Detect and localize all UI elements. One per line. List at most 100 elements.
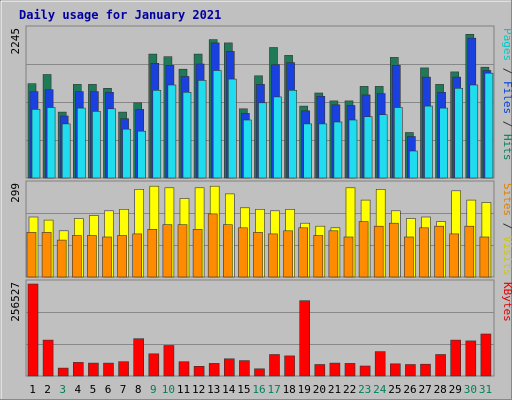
bar-pages-day-4 bbox=[77, 107, 86, 179]
x-tick-label-day-26: 26 bbox=[403, 383, 416, 396]
bar-pages-day-9 bbox=[152, 90, 162, 179]
panel-kbytes-legend: KBytes bbox=[501, 282, 512, 322]
bar-sites-day-4 bbox=[72, 235, 82, 278]
bar-pages-day-24 bbox=[378, 114, 388, 179]
bar-kbytes-day-10 bbox=[163, 345, 175, 377]
bar-pages-day-5 bbox=[92, 111, 101, 179]
bar-kbytes-day-1 bbox=[27, 283, 39, 377]
bar-pages-day-29 bbox=[454, 88, 464, 179]
bar-sites-day-29 bbox=[449, 233, 460, 278]
bar-pages-day-22 bbox=[348, 119, 358, 179]
x-tick-label-day-30: 30 bbox=[464, 383, 477, 396]
bar-sites-day-7 bbox=[117, 235, 127, 278]
bar-sites-day-27 bbox=[419, 227, 429, 278]
bar-sites-day-12 bbox=[192, 229, 203, 278]
bar-kbytes-day-23 bbox=[359, 365, 371, 377]
legend-entry: Files bbox=[501, 81, 512, 114]
x-tick-label-day-11: 11 bbox=[177, 383, 190, 396]
bar-pages-day-6 bbox=[107, 108, 116, 179]
bar-kbytes-day-13 bbox=[208, 363, 220, 377]
bar-kbytes-day-7 bbox=[118, 361, 129, 377]
bar-pages-day-19 bbox=[303, 123, 313, 179]
panel-visits-max-label: 299 bbox=[9, 183, 22, 203]
bar-kbytes-day-3 bbox=[57, 367, 69, 377]
bar-kbytes-day-19 bbox=[299, 300, 311, 377]
legend-entry: Visits bbox=[501, 236, 512, 276]
x-tick-label-day-3: 3 bbox=[59, 383, 66, 396]
bar-kbytes-day-28 bbox=[435, 354, 446, 377]
x-tick-label-day-19: 19 bbox=[298, 383, 311, 396]
bar-kbytes-day-24 bbox=[374, 351, 386, 377]
bar-kbytes-day-25 bbox=[389, 363, 401, 377]
bar-sites-day-14 bbox=[223, 224, 233, 278]
bar-sites-day-10 bbox=[162, 224, 173, 278]
bar-pages-day-25 bbox=[393, 107, 403, 179]
legend-entry: / bbox=[501, 114, 512, 134]
bar-kbytes-day-14 bbox=[224, 358, 235, 377]
x-tick-label-day-29: 29 bbox=[449, 383, 462, 396]
bar-pages-day-8 bbox=[137, 130, 146, 179]
bar-pages-day-31 bbox=[484, 72, 494, 179]
bar-sites-day-30 bbox=[464, 225, 475, 278]
bar-pages-day-27 bbox=[424, 105, 433, 179]
x-tick-label-day-27: 27 bbox=[418, 383, 431, 396]
bar-pages-day-20 bbox=[318, 123, 328, 179]
panel-kbytes: 256527 KBytes bbox=[9, 279, 512, 377]
bar-pages-day-23 bbox=[363, 116, 373, 179]
bar-kbytes-day-27 bbox=[420, 363, 431, 377]
bar-sites-day-31 bbox=[479, 236, 490, 278]
bar-sites-day-22 bbox=[343, 236, 354, 278]
series-sites bbox=[26, 213, 490, 278]
bar-sites-day-2 bbox=[41, 232, 52, 278]
x-tick-label-day-7: 7 bbox=[120, 383, 127, 396]
legend-entry: Pages bbox=[501, 28, 512, 61]
x-tick-label-day-23: 23 bbox=[358, 383, 371, 396]
bar-sites-day-26 bbox=[404, 236, 414, 278]
bar-pages-day-13 bbox=[212, 70, 222, 179]
bar-pages-day-1 bbox=[31, 109, 41, 179]
bar-sites-day-8 bbox=[132, 233, 142, 278]
bar-kbytes-day-16 bbox=[254, 368, 265, 377]
bar-kbytes-day-29 bbox=[450, 339, 462, 377]
bar-sites-day-21 bbox=[328, 230, 339, 278]
x-tick-label-day-18: 18 bbox=[283, 383, 296, 396]
bar-pages-day-7 bbox=[122, 128, 131, 179]
bar-sites-day-1 bbox=[26, 232, 37, 278]
legend-entry: Hits bbox=[501, 134, 512, 161]
bar-sites-day-25 bbox=[388, 222, 399, 278]
bar-pages-day-21 bbox=[333, 121, 343, 179]
x-tick-label-day-6: 6 bbox=[105, 383, 112, 396]
bar-pages-day-17 bbox=[273, 96, 282, 179]
bar-sites-day-18 bbox=[283, 230, 293, 278]
bar-kbytes-day-8 bbox=[133, 338, 144, 377]
bar-pages-day-16 bbox=[258, 102, 267, 179]
x-tick-label-day-1: 1 bbox=[29, 383, 36, 396]
x-tick-label-day-9: 9 bbox=[150, 383, 157, 396]
bar-pages-day-10 bbox=[167, 84, 177, 179]
series-kbytes bbox=[27, 283, 492, 377]
bar-kbytes-day-2 bbox=[42, 339, 54, 377]
x-tick-label-day-2: 2 bbox=[44, 383, 51, 396]
legend-entry: / bbox=[501, 61, 512, 81]
bar-sites-day-13 bbox=[207, 213, 218, 278]
x-tick-label-day-24: 24 bbox=[373, 383, 387, 396]
legend-entry: KBytes bbox=[501, 282, 512, 322]
x-tick-label-day-15: 15 bbox=[237, 383, 250, 396]
bar-kbytes-day-4 bbox=[73, 362, 84, 377]
bar-kbytes-day-9 bbox=[148, 353, 160, 377]
x-axis-labels: 1 2 3 4 5 6 7 8 9 10 11 12 13 14 15 16 17 18 19 20 21 22 23 24 2… bbox=[29, 383, 492, 396]
bar-pages-day-15 bbox=[243, 119, 252, 179]
bar-sites-day-23 bbox=[358, 221, 369, 278]
bar-kbytes-day-6 bbox=[103, 362, 114, 377]
x-tick-label-day-22: 22 bbox=[343, 383, 356, 396]
x-tick-label-day-14: 14 bbox=[222, 383, 236, 396]
panel-hits-max-label: 2245 bbox=[9, 28, 22, 55]
bar-sites-day-19 bbox=[298, 227, 309, 278]
bar-sites-day-17 bbox=[268, 233, 278, 278]
panel-hits: 2245 Pages / Files / Hits bbox=[9, 25, 512, 179]
legend-entry: Sites bbox=[501, 183, 512, 216]
series-pages bbox=[31, 70, 494, 179]
x-tick-label-day-12: 12 bbox=[192, 383, 205, 396]
bar-kbytes-day-22 bbox=[344, 363, 356, 377]
